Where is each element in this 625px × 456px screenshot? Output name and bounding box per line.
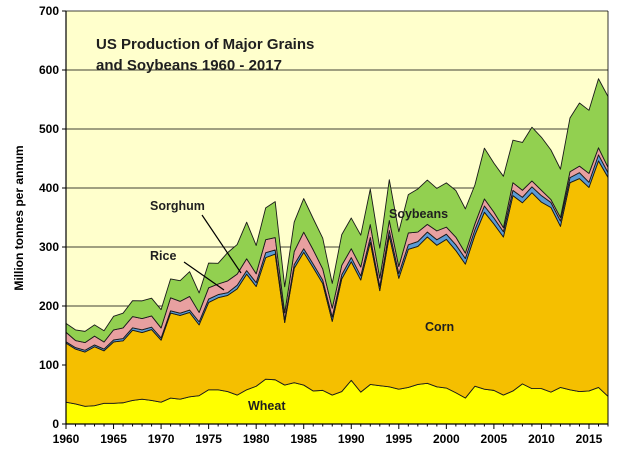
annotation-sorghum: Sorghum [150, 199, 205, 213]
annotation-rice: Rice [150, 249, 176, 263]
x-tick-label: 1975 [195, 432, 222, 446]
chart-title-line-2: and Soybeans 1960 - 2017 [96, 57, 282, 74]
y-axis-label: Million tonnes per annum [12, 145, 26, 290]
axes [65, 11, 609, 425]
y-tick-label: 400 [39, 181, 59, 195]
x-tick-label: 1995 [385, 432, 412, 446]
tick-labels: 0 100 200 300 400 500 600 700 1960 1965 1970 1975 19… [39, 4, 609, 446]
y-tick-label: 200 [39, 299, 59, 313]
x-tick-label: 2015 [576, 432, 603, 446]
x-tick-label: 1965 [100, 432, 127, 446]
annotation-wheat: Wheat [248, 399, 286, 413]
y-tick-label: 100 [39, 358, 59, 372]
y-tick-label: 500 [39, 122, 59, 136]
x-tick-label: 1985 [290, 432, 317, 446]
x-tick-label: 1980 [243, 432, 270, 446]
y-tick-label: 300 [39, 240, 59, 254]
y-tick-label: 0 [52, 417, 59, 431]
annotation-corn: Corn [425, 320, 454, 334]
x-tick-label: 1990 [338, 432, 365, 446]
x-tick-label: 2000 [433, 432, 460, 446]
sorghum-pointer-line [201, 214, 242, 274]
x-tick-label: 2010 [528, 432, 555, 446]
x-tick-label: 1970 [148, 432, 175, 446]
x-tick-label: 1960 [53, 432, 80, 446]
y-tick-label: 700 [39, 4, 59, 18]
annotation-soybeans: Soybeans [389, 207, 448, 221]
rice-pointer-line [183, 261, 225, 291]
chart-title-line-1: US Production of Major Grains [96, 36, 314, 53]
x-tick-label: 2005 [481, 432, 508, 446]
y-tick-label: 600 [39, 63, 59, 77]
